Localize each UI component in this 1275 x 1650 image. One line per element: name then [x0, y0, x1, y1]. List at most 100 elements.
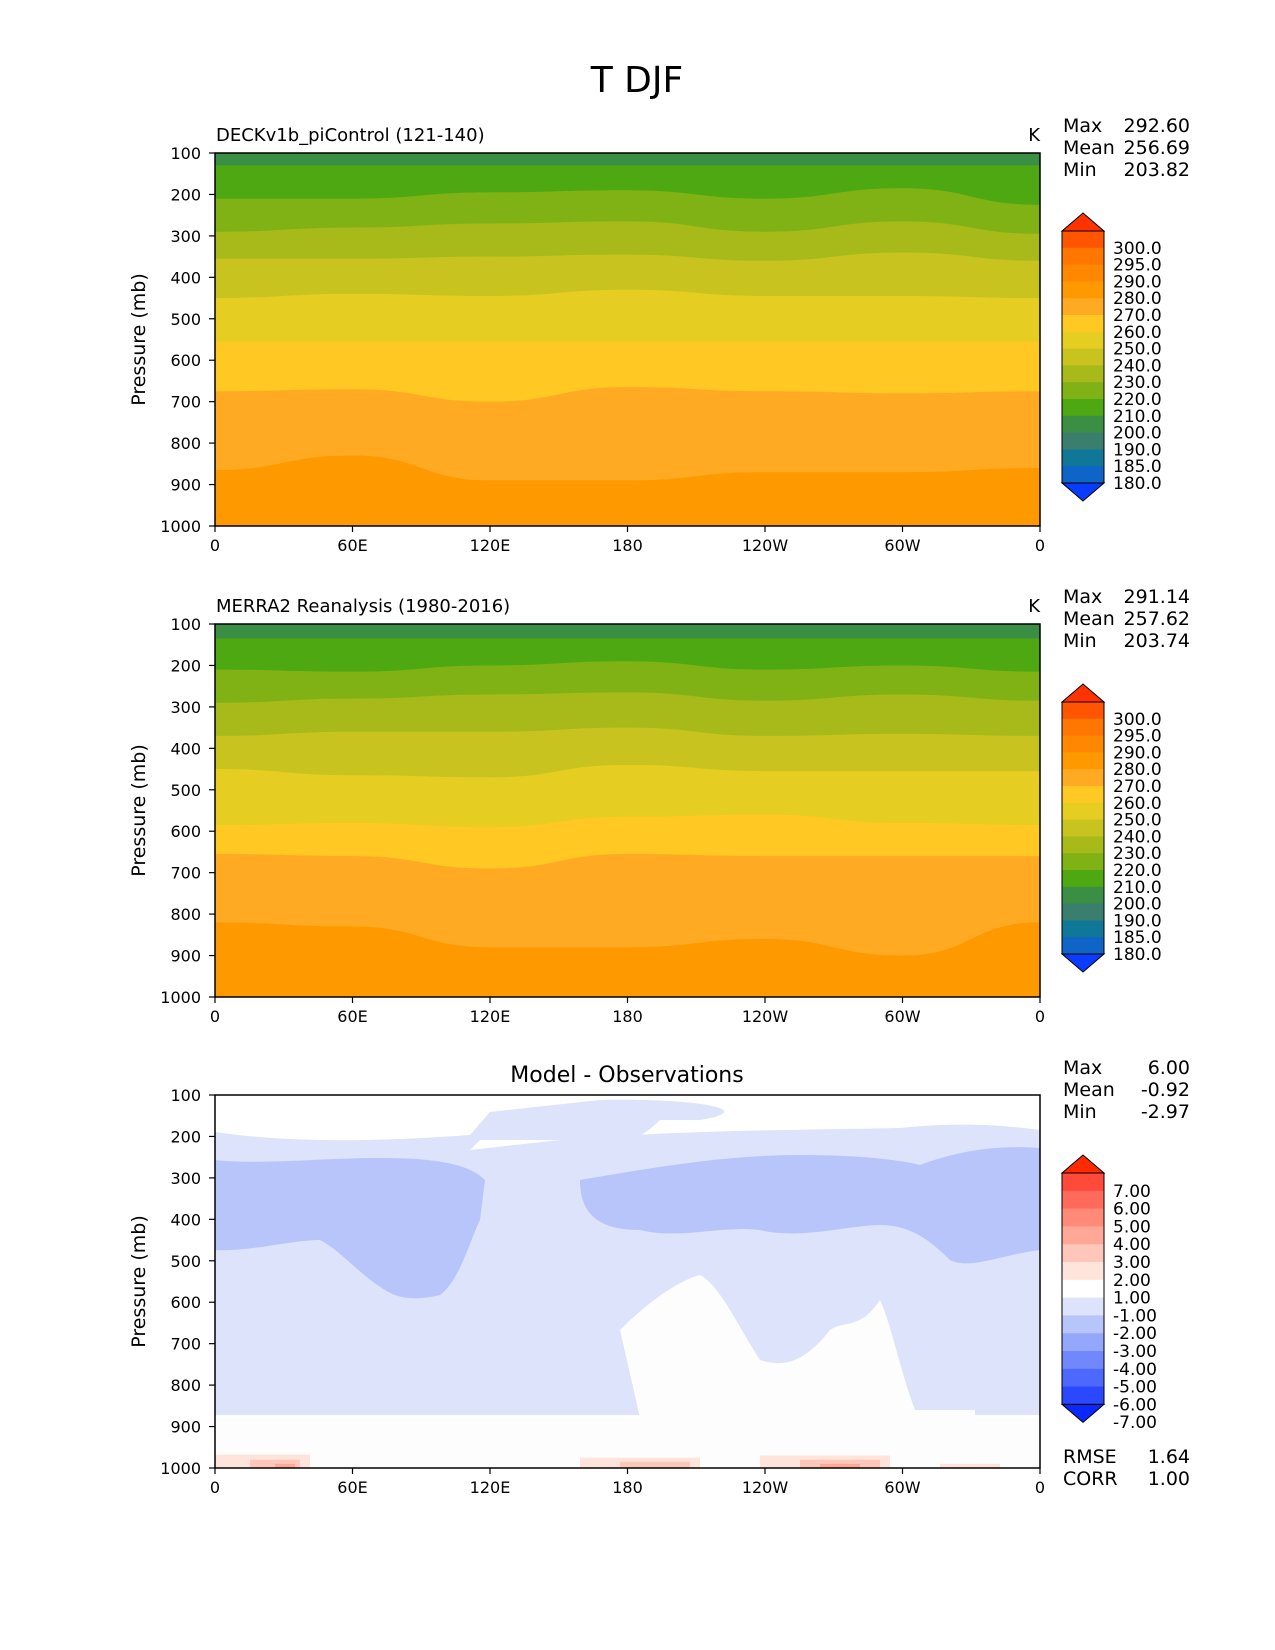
colorbar-level-label: 300.0: [1113, 239, 1162, 259]
colorbar-level-label: 180.0: [1113, 474, 1162, 494]
x-tick-label: 120W: [742, 1478, 789, 1497]
y-tick-label: 400: [170, 739, 201, 758]
colorbar-extend-min: [1060, 1403, 1106, 1424]
model-ylabel: Pressure (mb): [128, 273, 150, 406]
y-tick-label: 1000: [160, 988, 201, 1007]
colorbar-segment: [1062, 718, 1104, 737]
colorbar-level-label: 280.0: [1113, 289, 1162, 309]
colorbar-extend-max: [1060, 212, 1106, 232]
colorbar-segment: [1062, 264, 1104, 282]
colorbar-level-label: 185.0: [1113, 457, 1162, 477]
diff-positive-patch-1: [250, 1459, 300, 1468]
diff-positive-patch-4: [620, 1461, 690, 1468]
colorbar-segment: [1062, 1386, 1104, 1405]
y-tick-label: 700: [170, 1335, 201, 1354]
colorbar-level-label: -3.00: [1113, 1342, 1157, 1362]
colorbar-level-label: 200.0: [1113, 895, 1162, 915]
y-tick-label: 300: [170, 227, 201, 246]
colorbar-segment: [1062, 886, 1104, 905]
model-y-ticks: 100 200 300 400 500 600 700 800 900 1000: [160, 144, 215, 536]
stat-value: -2.97: [1141, 1101, 1190, 1123]
obs-title: MERRA2 Reanalysis (1980-2016): [216, 596, 510, 617]
colorbar-segment: [1062, 702, 1104, 720]
stat-value: 291.14: [1124, 586, 1190, 608]
colorbar-level-label: 240.0: [1113, 827, 1162, 847]
stat-label: Min: [1063, 630, 1097, 652]
y-tick-label: 200: [170, 656, 201, 675]
diff-title: Model - Observations: [510, 1063, 743, 1088]
diff-positive-patch-2: [275, 1463, 295, 1468]
obs-colorbar: 300.0295.0290.0280.0270.0260.0250.0240.0…: [1060, 683, 1162, 973]
colorbar-level-label: -5.00: [1113, 1378, 1157, 1398]
diff-stats: Max 6.00 Mean -0.92 Min -2.97: [1063, 1057, 1190, 1123]
colorbar-level-label: 220.0: [1113, 390, 1162, 410]
colorbar-level-label: 180.0: [1113, 945, 1162, 965]
y-tick-label: 200: [170, 185, 201, 204]
colorbar-segment: [1062, 415, 1104, 434]
colorbar-extend-min: [1060, 953, 1106, 973]
y-tick-label: 1000: [160, 1459, 201, 1478]
extra-stat-label: RMSE: [1063, 1446, 1117, 1468]
stat-value: 6.00: [1148, 1057, 1190, 1079]
model-colorbar: 300.0295.0290.0280.0270.0260.0250.0240.0…: [1060, 212, 1162, 502]
colorbar-segment: [1062, 281, 1104, 299]
colorbar-level-label: 260.0: [1113, 323, 1162, 343]
x-tick-label: 60W: [884, 536, 920, 555]
x-tick-label: 60E: [337, 1478, 367, 1497]
obs-contour-fill: [215, 624, 1040, 997]
colorbar-level-label: 230.0: [1113, 373, 1162, 393]
y-tick-label: 400: [170, 268, 201, 287]
obs-x-ticks: 0 60E 120E 180 120W 60W 0: [210, 997, 1045, 1026]
colorbar-segment: [1062, 1279, 1104, 1299]
x-tick-label: 60W: [884, 1478, 920, 1497]
colorbar-segment: [1062, 853, 1104, 871]
colorbar-level-label: 295.0: [1113, 727, 1162, 747]
contour-band-280: [215, 455, 1040, 526]
x-tick-label: 120E: [470, 1007, 511, 1026]
colorbar-extend-min: [1060, 482, 1106, 502]
colorbar-level-label: 290.0: [1113, 272, 1162, 292]
figure-title: T DJF: [590, 60, 683, 101]
x-tick-label: 180: [612, 1007, 643, 1026]
x-tick-label: 0: [1035, 1478, 1045, 1497]
x-tick-label: 180: [612, 1478, 643, 1497]
colorbar-segment: [1062, 769, 1104, 787]
obs-stats: Max 291.14 Mean 257.62 Min 203.74: [1063, 586, 1190, 652]
diff-positive-patch-6: [800, 1459, 880, 1468]
diff-positive-patch-8: [940, 1463, 1000, 1468]
colorbar-frame: [1061, 1172, 1105, 1405]
stat-label: Max: [1063, 586, 1102, 608]
diff-colorbar: 7.006.005.004.003.002.001.00-1.00-2.00-3…: [1060, 1154, 1157, 1433]
colorbar-segment: [1062, 1297, 1104, 1316]
colorbar-level-label: 3.00: [1113, 1253, 1151, 1273]
obs-y-ticks: 100 200 300 400 500 600 700 800 900 1000: [160, 615, 215, 1007]
model-stats: Max 292.60 Mean 256.69 Min 203.82: [1063, 115, 1190, 181]
x-tick-label: 60W: [884, 1007, 920, 1026]
colorbar-level-label: 5.00: [1113, 1217, 1151, 1237]
colorbar-level-label: 230.0: [1113, 844, 1162, 864]
y-tick-label: 300: [170, 1169, 201, 1188]
panel-model: DECKv1b_piControl (121-140) K Pressure (…: [128, 115, 1190, 555]
colorbar-level-label: -6.00: [1113, 1395, 1157, 1415]
colorbar-level-label: 290.0: [1113, 743, 1162, 763]
y-tick-label: 100: [170, 144, 201, 163]
x-tick-label: 120W: [742, 536, 789, 555]
colorbar-level-label: 280.0: [1113, 760, 1162, 780]
colorbar-segment: [1062, 1226, 1104, 1245]
colorbar-segment: [1062, 870, 1104, 888]
x-tick-label: 120E: [470, 1478, 511, 1497]
x-tick-label: 60E: [337, 536, 367, 555]
stat-value: 257.62: [1124, 608, 1190, 630]
stat-value: 256.69: [1124, 137, 1190, 159]
colorbar-segment: [1062, 331, 1104, 350]
colorbar-level-label: 240.0: [1113, 356, 1162, 376]
colorbar-segment: [1062, 819, 1104, 837]
colorbar-segment: [1062, 920, 1104, 938]
y-tick-label: 900: [170, 947, 201, 966]
stat-label: Max: [1063, 115, 1102, 137]
colorbar-segment: [1062, 735, 1104, 753]
colorbar-level-label: 210.0: [1113, 878, 1162, 898]
colorbar-segment: [1062, 752, 1104, 770]
colorbar-segment: [1062, 802, 1104, 821]
